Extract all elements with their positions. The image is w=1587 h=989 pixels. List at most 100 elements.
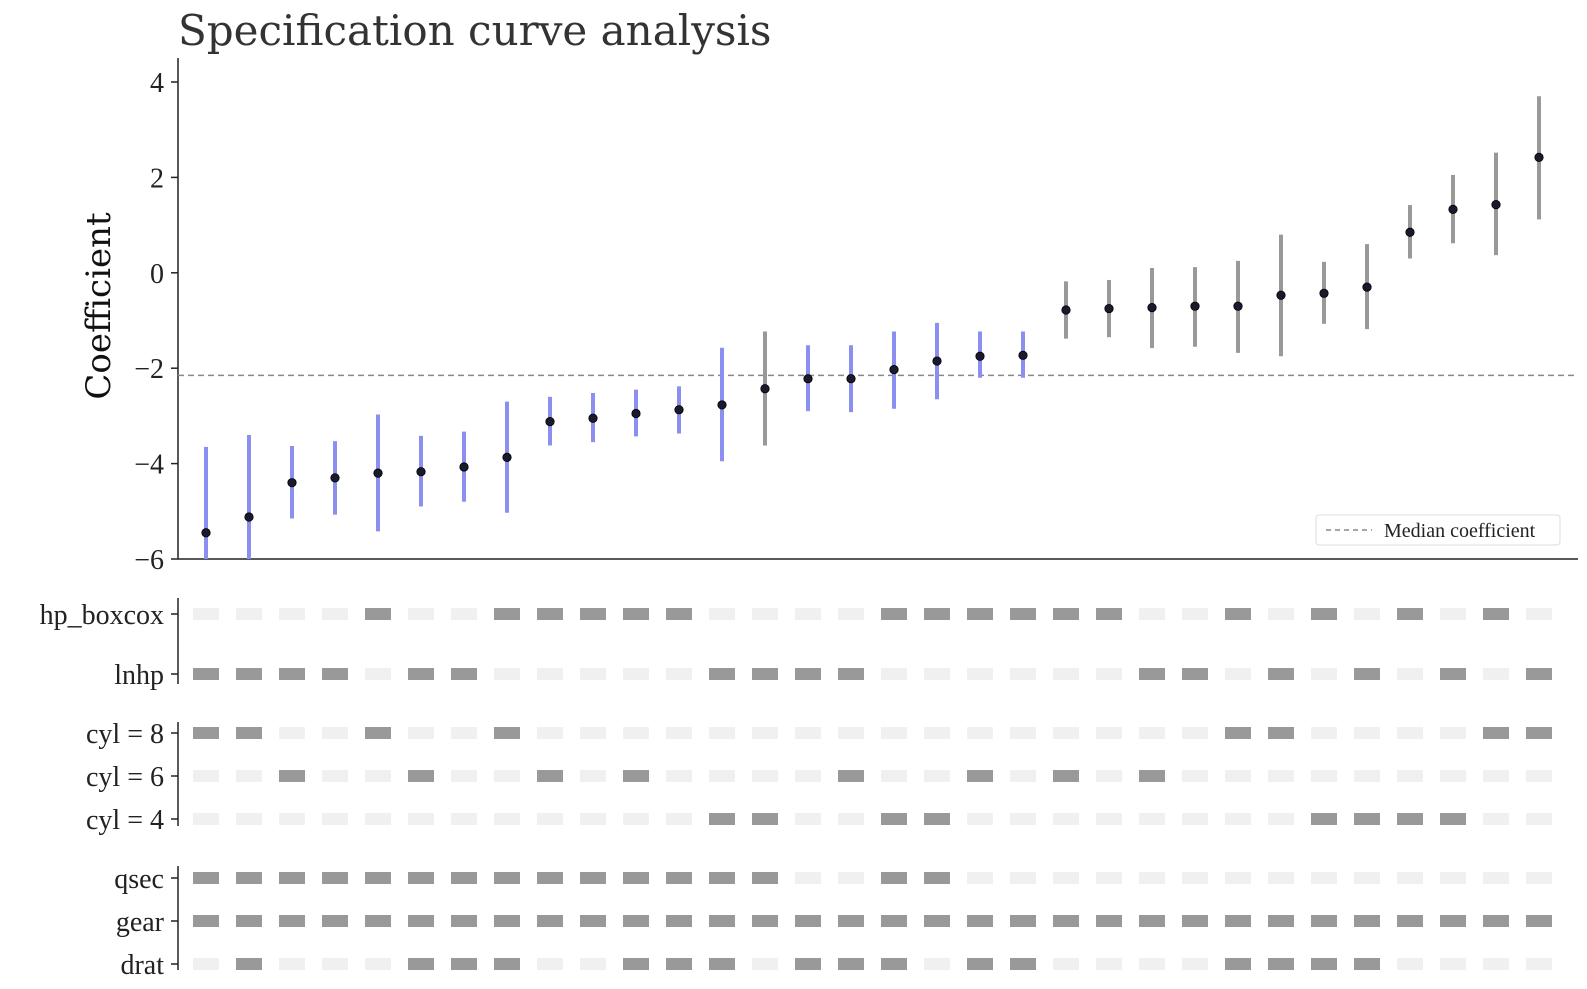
indicator-cell <box>193 915 219 927</box>
indicator-cell <box>1053 608 1079 620</box>
indicator-cell <box>1268 813 1294 825</box>
y-tick-label: −4 <box>134 450 164 481</box>
coefficient-point <box>330 473 340 483</box>
indicator-cell <box>494 915 520 927</box>
indicator-cell <box>709 668 735 680</box>
indicator-cell <box>924 668 950 680</box>
y-tick-label: 4 <box>150 68 164 99</box>
indicator-cell <box>967 727 993 739</box>
indicator-panel: qsec gear drat <box>114 864 1552 981</box>
coefficient-point <box>502 452 512 462</box>
indicator-cell <box>279 813 305 825</box>
indicator-cell <box>1182 727 1208 739</box>
indicator-cell <box>924 813 950 825</box>
indicator-cell <box>1096 770 1122 782</box>
indicator-cell <box>580 872 606 884</box>
indicator-cell <box>1526 872 1552 884</box>
indicator-cell <box>408 770 434 782</box>
indicator-cell <box>279 608 305 620</box>
indicator-cell <box>451 915 477 927</box>
indicator-cell <box>1225 872 1251 884</box>
indicator-cell <box>709 770 735 782</box>
indicator-cell <box>1354 872 1380 884</box>
coefficient-point <box>1018 350 1028 360</box>
indicator-cell <box>1139 668 1165 680</box>
indicator-cell <box>795 958 821 970</box>
indicator-cell <box>322 915 348 927</box>
y-axis-label: Coefficient <box>79 212 119 400</box>
indicator-cell <box>537 770 563 782</box>
row-label: qsec <box>114 864 164 895</box>
indicator-cell <box>580 770 606 782</box>
indicator-cell <box>1182 770 1208 782</box>
indicator-cell <box>1096 727 1122 739</box>
indicator-cell <box>365 770 391 782</box>
indicator-cell <box>408 727 434 739</box>
indicator-cell <box>881 668 907 680</box>
indicator-cell <box>752 668 778 680</box>
coefficient-point <box>1276 290 1286 300</box>
indicator-cell <box>752 958 778 970</box>
indicator-cell <box>1483 915 1509 927</box>
indicator-cell <box>322 727 348 739</box>
indicator-cell <box>1096 813 1122 825</box>
indicator-cell <box>1139 958 1165 970</box>
indicator-cell <box>1096 915 1122 927</box>
indicator-cell <box>1096 872 1122 884</box>
indicator-cell <box>236 813 262 825</box>
indicator-cell <box>881 770 907 782</box>
y-tick-label: −6 <box>134 545 164 576</box>
indicator-cell <box>967 958 993 970</box>
indicator-cell <box>322 872 348 884</box>
coefficient-point <box>975 351 985 361</box>
indicator-cell <box>1268 958 1294 970</box>
indicator-cell <box>580 915 606 927</box>
indicator-cell <box>623 727 649 739</box>
indicator-cell <box>1440 770 1466 782</box>
indicator-cell <box>537 872 563 884</box>
indicator-cell <box>537 958 563 970</box>
indicator-cell <box>494 770 520 782</box>
indicator-cell <box>1483 872 1509 884</box>
indicator-cell <box>795 608 821 620</box>
coefficient-point <box>416 467 426 477</box>
chart-title: Specification curve analysis <box>178 6 771 55</box>
indicator-cell <box>1053 915 1079 927</box>
indicator-cell <box>537 608 563 620</box>
indicator-cell <box>1225 813 1251 825</box>
indicator-cell <box>408 813 434 825</box>
indicator-cell <box>236 770 262 782</box>
row-label: drat <box>120 950 164 981</box>
indicator-cell <box>1526 915 1552 927</box>
indicator-cell <box>838 608 864 620</box>
indicator-cell <box>1311 727 1337 739</box>
indicator-cell <box>666 727 692 739</box>
coefficient-point <box>889 365 899 375</box>
coefficient-point <box>1491 199 1501 210</box>
indicator-cell <box>881 915 907 927</box>
indicator-cell <box>1526 958 1552 970</box>
indicator-cell <box>1268 608 1294 620</box>
indicator-cell <box>537 813 563 825</box>
coefficient-point <box>932 356 942 366</box>
coefficient-point <box>760 384 770 394</box>
indicator-cell <box>1526 668 1552 680</box>
indicator-cell <box>322 668 348 680</box>
indicator-cell <box>1440 727 1466 739</box>
row-label: gear <box>116 907 165 938</box>
indicator-cell <box>322 608 348 620</box>
indicator-cell <box>1053 813 1079 825</box>
indicator-cell <box>1397 727 1423 739</box>
indicator-cell <box>838 668 864 680</box>
indicator-cell <box>1526 813 1552 825</box>
indicator-cell <box>1010 872 1036 884</box>
indicator-cell <box>967 872 993 884</box>
coefficient-point <box>287 478 297 488</box>
indicator-cell <box>838 770 864 782</box>
indicator-cell <box>795 770 821 782</box>
indicator-cell <box>623 813 649 825</box>
indicator-cell <box>666 958 692 970</box>
indicator-cell <box>1096 958 1122 970</box>
indicator-cell <box>623 770 649 782</box>
coefficient-point <box>1147 303 1157 313</box>
